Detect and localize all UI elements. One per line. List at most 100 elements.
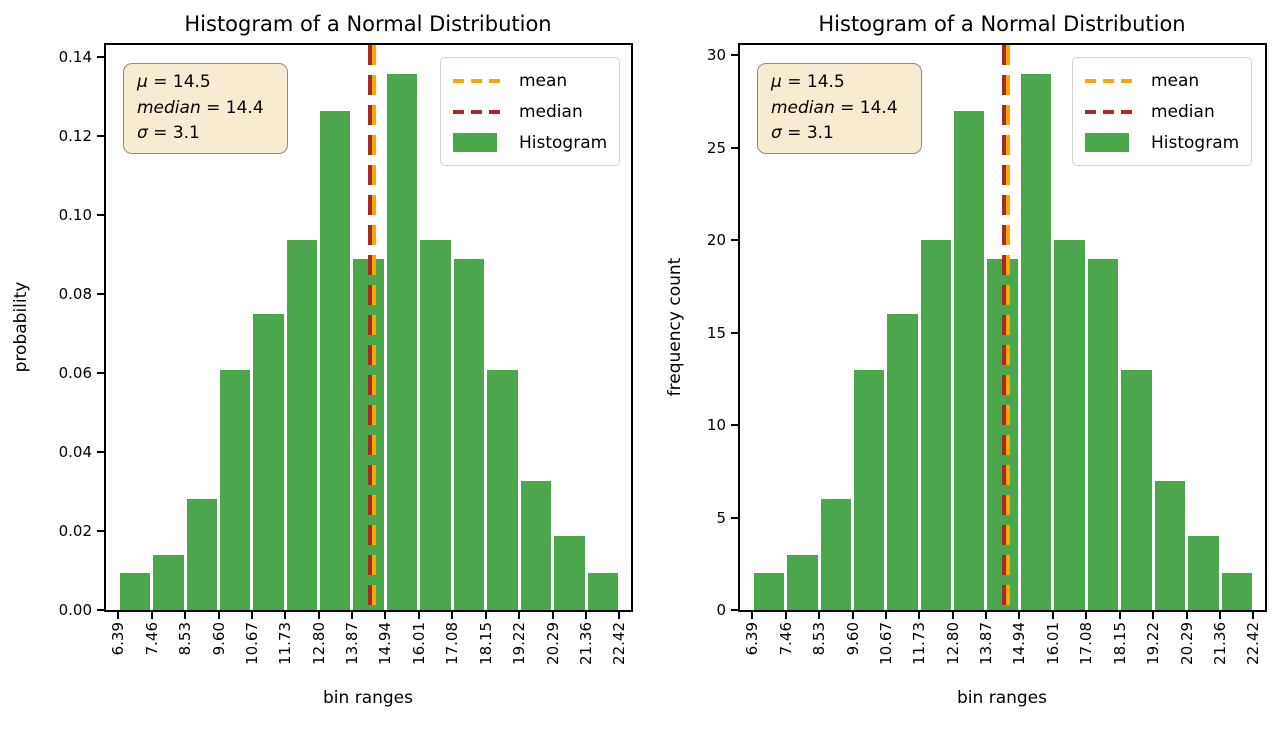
y-tick-mark	[97, 292, 104, 295]
x-tick-mark	[1185, 612, 1188, 619]
x-tick-mark	[784, 612, 787, 619]
x-tick-label: 8.53	[810, 622, 829, 656]
x-tick-mark	[117, 612, 120, 619]
y-tick-label: 0.02	[58, 521, 92, 540]
x-tick-label: 13.87	[976, 622, 995, 665]
y-tick-mark	[97, 55, 104, 58]
y-tick-mark	[731, 239, 738, 242]
legend-item-label: mean	[519, 70, 568, 91]
x-tick-label: 6.39	[109, 622, 128, 656]
y-tick-label: 0.14	[58, 47, 92, 66]
histogram-bar	[186, 499, 217, 610]
legend-item: Histogram	[1085, 127, 1239, 158]
x-tick-label: 11.73	[910, 622, 929, 665]
annotation-line: median = 14.4	[771, 97, 898, 118]
x-tick-label: 10.67	[876, 622, 895, 665]
x-tick-label: 7.46	[776, 622, 795, 656]
x-tick-mark	[350, 612, 353, 619]
histogram-bar	[1221, 573, 1252, 610]
histogram-bar	[854, 369, 885, 610]
histogram-bar	[386, 73, 418, 610]
x-tick-label: 13.87	[342, 622, 361, 665]
x-tick-mark	[284, 612, 287, 619]
x-tick-label: 22.42	[1244, 622, 1263, 665]
legend-item-label: Histogram	[519, 132, 608, 153]
x-tick-label: 18.15	[476, 622, 495, 665]
legend-dashed-line-swatch	[1085, 109, 1133, 114]
legend-dashed-line-swatch	[453, 109, 501, 114]
median-line	[1001, 45, 1006, 610]
histogram-bar	[1121, 369, 1152, 610]
histogram-bar	[119, 573, 151, 610]
y-tick-mark	[97, 371, 104, 374]
x-tick-label: 22.42	[610, 622, 629, 665]
x-tick-label: 17.08	[1077, 622, 1096, 665]
x-tick-label: 11.73	[276, 622, 295, 665]
y-tick-label: 5	[716, 508, 726, 527]
x-tick-mark	[1152, 612, 1155, 619]
legend-item: median	[453, 96, 607, 127]
histogram-bar	[320, 110, 351, 610]
y-tick-mark	[731, 424, 738, 427]
x-tick-label: 16.01	[409, 622, 428, 665]
x-tick-label: 20.29	[543, 622, 562, 665]
histogram-bar	[954, 110, 985, 610]
y-tick-label: 25	[706, 138, 726, 157]
x-tick-label: 19.22	[1144, 622, 1163, 665]
x-tick-mark	[1051, 612, 1054, 619]
legend-item-label: mean	[1151, 70, 1200, 91]
x-tick-label: 16.01	[1043, 622, 1062, 665]
stats-annotation-box: μ = 14.5 median = 14.4 σ = 3.1	[123, 63, 288, 154]
x-tick-mark	[551, 612, 554, 619]
histogram-bar	[920, 240, 951, 610]
legend-dashed-line-swatch	[1085, 78, 1133, 83]
y-tick-mark	[97, 450, 104, 453]
x-tick-mark	[951, 612, 954, 619]
histogram-bar	[1154, 480, 1186, 610]
x-tick-label: 21.36	[1211, 622, 1229, 665]
y-tick-mark	[97, 213, 104, 216]
x-tick-label: 20.29	[1177, 622, 1196, 665]
x-tick-mark	[484, 612, 487, 619]
y-tick-mark	[97, 609, 104, 611]
y-tick-mark	[731, 54, 738, 57]
histogram-bar	[753, 573, 785, 610]
histogram-bar	[820, 499, 851, 610]
chart-title: Histogram of a Normal Distribution	[818, 12, 1186, 36]
legend-patch-swatch	[453, 133, 497, 152]
x-tick-mark	[217, 612, 220, 619]
x-tick-mark	[851, 612, 854, 619]
chart-title: Histogram of a Normal Distribution	[184, 12, 552, 36]
x-tick-mark	[250, 612, 253, 619]
legend-item: median	[1085, 96, 1239, 127]
legend-item: mean	[453, 65, 607, 96]
x-tick-label: 7.46	[142, 622, 161, 656]
histogram-bar	[1020, 73, 1052, 610]
y-tick-label: 0.00	[58, 601, 92, 619]
x-tick-label: 12.80	[309, 622, 328, 665]
y-tick-label: 0.04	[58, 442, 92, 461]
histogram-bar	[1188, 536, 1219, 610]
histogram-bar	[420, 240, 451, 610]
x-tick-label: 12.80	[943, 622, 962, 665]
mean-line	[1005, 45, 1010, 610]
legend-item: mean	[1085, 65, 1239, 96]
annotation-line: μ = 14.5	[137, 72, 211, 92]
y-tick-mark	[97, 529, 104, 532]
x-tick-mark	[984, 612, 987, 619]
histogram-bar	[787, 554, 818, 610]
y-tick-label: 20	[706, 231, 726, 250]
histogram-bar	[887, 314, 918, 610]
x-tick-mark	[417, 612, 420, 619]
x-tick-mark	[1219, 612, 1221, 619]
x-tick-label: 9.60	[843, 622, 862, 656]
legend-item-label: median	[1151, 101, 1215, 122]
x-tick-mark	[184, 612, 187, 619]
histogram-bar	[1054, 240, 1085, 610]
x-tick-mark	[585, 612, 587, 619]
y-tick-label: 0.12	[58, 126, 92, 145]
legend-dashed-line-swatch	[453, 78, 501, 83]
x-tick-label: 6.39	[743, 622, 762, 656]
histogram-bar	[153, 554, 184, 610]
